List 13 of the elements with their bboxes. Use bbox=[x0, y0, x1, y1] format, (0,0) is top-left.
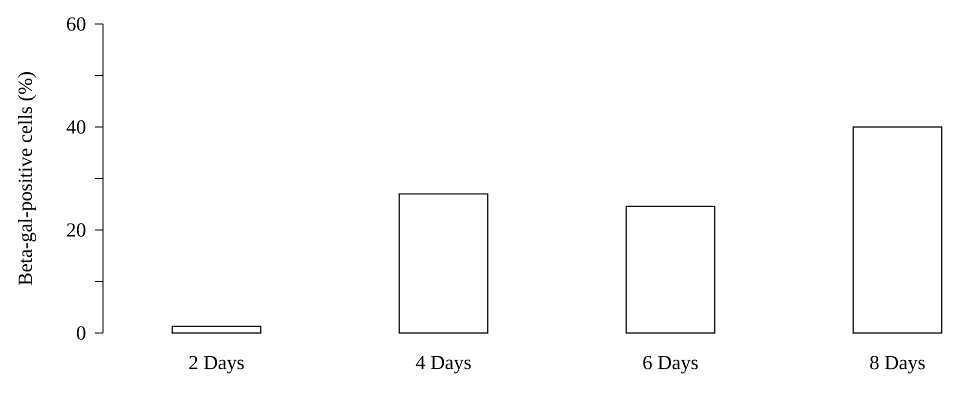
bar bbox=[398, 193, 488, 334]
bar bbox=[852, 126, 942, 334]
bar bbox=[172, 326, 262, 334]
bar bbox=[626, 206, 716, 334]
y-tick-label: 0 bbox=[76, 326, 86, 340]
x-tick-label: 2 Days bbox=[189, 356, 244, 374]
x-tick-label: 6 Days bbox=[643, 356, 698, 374]
y-tick-label: 60 bbox=[67, 17, 86, 31]
y-tick-label: 20 bbox=[67, 223, 86, 237]
x-tick-label: 4 Days bbox=[416, 356, 471, 374]
x-tick-label: 8 Days bbox=[870, 356, 925, 374]
y-tick-label: 40 bbox=[66, 120, 86, 134]
y-axis-title: Beta-gal-positive cells (%) bbox=[18, 72, 36, 286]
